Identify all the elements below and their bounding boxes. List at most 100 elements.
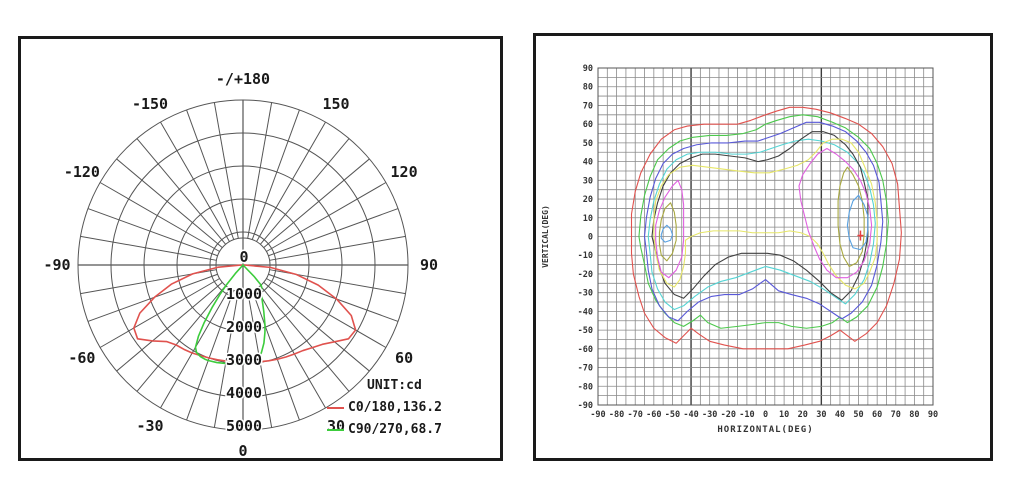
y-tick--30: -30 (578, 289, 593, 299)
contour-3-blue (643, 121, 884, 322)
angle-label--90: -90 (43, 256, 70, 274)
polar-spoke (266, 182, 387, 252)
y-tick-50: 50 (583, 139, 593, 149)
x-tick-0: 0 (763, 410, 768, 420)
polar-spoke (186, 109, 235, 240)
polar-spoke (269, 235, 406, 261)
y-tick-20: 20 (583, 195, 593, 205)
polar-spoke (256, 288, 326, 409)
x-tick--10: -10 (739, 410, 754, 420)
angle-label-90: 90 (420, 256, 438, 274)
polar-spoke (268, 273, 399, 322)
y-tick-10: 10 (583, 214, 593, 224)
legend-entry-c0-180: C0/180,136.2 (327, 397, 442, 419)
contour-4-cyan (647, 138, 876, 311)
polar-spoke (116, 281, 223, 372)
angle-label-150: 150 (322, 95, 349, 113)
x-tick-60: 60 (872, 410, 882, 420)
polar-spoke (99, 182, 220, 252)
x-tick--80: -80 (609, 410, 624, 420)
y-tick-0: 0 (588, 233, 593, 243)
polar-spoke (259, 285, 350, 392)
x-tick--50: -50 (665, 410, 680, 420)
x-tick--20: -20 (721, 410, 736, 420)
polar-spoke (268, 208, 399, 257)
x-tick--60: -60 (646, 410, 661, 420)
x-tick-50: 50 (853, 410, 863, 420)
legend-swatch-c90-270 (327, 429, 344, 431)
x-tick-30: 30 (816, 410, 826, 420)
contour-8-olive-left (658, 202, 677, 262)
polar-spoke (213, 102, 239, 239)
ring-label-0: 0 (239, 248, 248, 266)
polar-spoke (160, 121, 230, 242)
polar-spoke (87, 273, 218, 322)
y-tick-60: 60 (583, 120, 593, 130)
angle-label--60: -60 (68, 349, 95, 367)
y-tick--10: -10 (578, 251, 593, 261)
contour-2-green (638, 114, 889, 329)
legend-label-c90-270: C90/270,68.7 (348, 422, 442, 437)
ring-label-1000: 1000 (226, 285, 262, 303)
x-tick-40: 40 (835, 410, 845, 420)
x-tick--40: -40 (683, 410, 698, 420)
legend-entry-c90-270: C90/270,68.7 (327, 419, 442, 441)
polar-spoke (136, 285, 227, 392)
angle-label-60: 60 (395, 349, 413, 367)
y-tick-30: 30 (583, 176, 593, 186)
polar-spoke (80, 235, 217, 261)
angle-label--150: -150 (132, 95, 168, 113)
polar-spoke (213, 291, 239, 428)
polar-intensity-chart-panel: 0 1000 2000 3000 4000 5000 0 30 60 90 120 150 -/+180… (18, 36, 503, 461)
polar-spoke (266, 278, 387, 348)
ring-label-5000: 5000 (226, 417, 262, 435)
polar-spoke (136, 138, 227, 245)
isocandela-chart-panel: -90 -80 -70 -60 -50 -40 -30 -20 -10 0 10 20 30 40 50 60… (533, 33, 993, 461)
x-tick--90: -90 (590, 410, 605, 420)
y-tick--50: -50 (578, 326, 593, 336)
series-curve-0 (133, 264, 357, 363)
legend-unit-label: UNIT:cd (367, 378, 422, 393)
polar-spoke (247, 291, 273, 428)
y-tick--70: -70 (578, 364, 593, 374)
y-axis-title: VERTICAL(DEG) (541, 205, 550, 268)
y-tick-70: 70 (583, 101, 593, 111)
polar-spoke (259, 138, 350, 245)
contour-9-ltblue-right (846, 194, 869, 251)
contour-1-red (630, 106, 902, 350)
y-tick-90: 90 (583, 64, 593, 74)
y-tick--80: -80 (578, 382, 593, 392)
polar-spoke (247, 102, 273, 239)
polar-spoke (99, 278, 220, 348)
angle-label--/+180: -/+180 (216, 70, 270, 88)
x-tick--70: -70 (628, 410, 643, 420)
x-tick-80: 80 (909, 410, 919, 420)
x-tick--30: -30 (702, 410, 717, 420)
y-tick-80: 80 (583, 83, 593, 93)
y-tick--90: -90 (578, 401, 593, 411)
angle-label-0: 0 (238, 442, 247, 458)
contour-8-olive-right (837, 166, 865, 268)
contour-5-black (651, 131, 869, 301)
isocandela-contour-chart: -90 -80 -70 -60 -50 -40 -30 -20 -10 0 10 20 30 40 50 60… (541, 64, 938, 435)
polar-spoke (263, 281, 370, 372)
grid-border (597, 67, 934, 406)
contour-6-yellow (653, 138, 878, 290)
polar-intensity-chart: 0100020003000400050000306090120150-/+180… (43, 70, 438, 458)
ring-label-4000: 4000 (226, 384, 262, 402)
x-tick-70: 70 (891, 410, 901, 420)
contour-9-ltblue-left (660, 224, 673, 243)
legend-swatch-c0-180 (327, 407, 344, 409)
x-axis-title: HORIZONTAL(DEG) (717, 425, 813, 435)
angle-label--30: -30 (136, 417, 163, 435)
y-tick-40: 40 (583, 158, 593, 168)
x-tick-20: 20 (798, 410, 808, 420)
x-tick-10: 10 (779, 410, 789, 420)
ring-label-3000: 3000 (226, 351, 262, 369)
polar-spoke (263, 158, 370, 249)
polar-spoke (186, 290, 235, 421)
contour-7-magenta-left (655, 179, 685, 279)
contour-7-magenta-right (798, 147, 873, 279)
angle-label-120: 120 (391, 163, 418, 181)
